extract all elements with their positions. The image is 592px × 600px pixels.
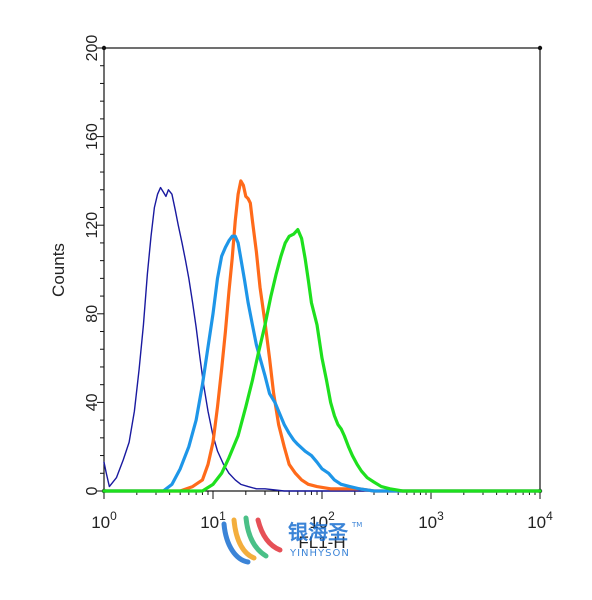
histogram-series-3 <box>102 234 542 493</box>
series-layer <box>102 179 542 493</box>
plot-frame <box>103 47 541 492</box>
histogram-series-4 <box>102 228 542 493</box>
x-tick-label: 101 <box>200 509 226 532</box>
histogram-series-1 <box>103 186 541 492</box>
watermark-brand-cn: 银海圣 <box>288 520 349 544</box>
watermark-tm: TM <box>351 521 362 529</box>
watermark-emblem <box>221 515 283 565</box>
x-tick-label: 104 <box>527 509 553 532</box>
y-axis-title: Counts <box>49 243 68 297</box>
tick-labels: 0 40 80 120 160 200 100 101 102 103 104 <box>84 35 553 532</box>
y-tick-label: 80 <box>84 305 101 323</box>
y-tick-label: 200 <box>84 35 101 62</box>
y-tick-label: 0 <box>84 486 101 495</box>
y-tick-label: 160 <box>84 123 101 150</box>
watermark-brand-en: YINHYSON <box>289 548 350 559</box>
histogram-series-2 <box>102 179 542 493</box>
watermark-logo: 银海圣 TM YINHYSON <box>221 515 362 565</box>
x-tick-label: 102 <box>309 509 335 532</box>
x-axis-title: FL1-H <box>298 533 345 552</box>
axis-ticks <box>97 47 541 499</box>
y-tick-label: 120 <box>84 212 101 239</box>
y-tick-label: 40 <box>84 393 101 411</box>
x-tick-label: 103 <box>418 509 444 532</box>
x-tick-label: 100 <box>91 509 117 532</box>
corner-dot-tr <box>537 45 543 51</box>
